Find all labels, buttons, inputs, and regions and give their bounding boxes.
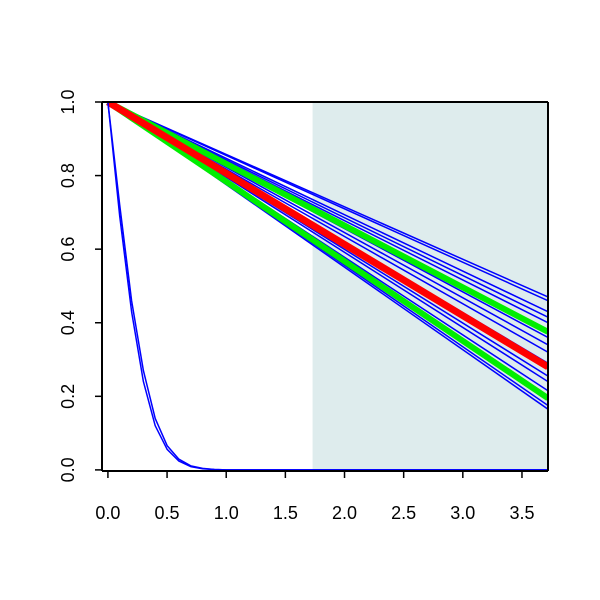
axes-layer — [95, 101, 549, 478]
y-tick-label-0: 0.0 — [58, 457, 78, 482]
x-tick-label-1: 0.5 — [155, 503, 180, 523]
x-tick-label-0: 0.0 — [95, 503, 120, 523]
series-line-19 — [107, 102, 548, 471]
y-tick-label-5: 1.0 — [58, 89, 78, 114]
x-tick-label-3: 1.5 — [273, 503, 298, 523]
x-tick-label-6: 3.0 — [450, 503, 475, 523]
y-tick-label-1: 0.2 — [58, 384, 78, 409]
x-tick-label-5: 2.5 — [391, 503, 416, 523]
series-line-16 — [106, 102, 548, 401]
shaded-region-layer — [312, 102, 548, 471]
shaded-region — [312, 102, 548, 471]
series-line-17 — [106, 102, 548, 370]
series-line-15 — [106, 102, 548, 335]
y-tick-label-2: 0.4 — [58, 310, 78, 335]
x-tick-label-2: 1.0 — [214, 503, 239, 523]
x-tick-label-4: 2.0 — [332, 503, 357, 523]
y-tick-label-4: 0.8 — [58, 163, 78, 188]
x-tick-label-7: 3.5 — [509, 503, 534, 523]
tick-label-layer: 0.0 0.5 1.0 1.5 2.0 2.5 3.0 3.5 0.0 0.2 0.4 0.6 0.8 1… — [58, 89, 534, 523]
series-layer — [106, 102, 548, 471]
series-line-1 — [107, 102, 548, 302]
y-tick-label-3: 0.6 — [58, 237, 78, 262]
